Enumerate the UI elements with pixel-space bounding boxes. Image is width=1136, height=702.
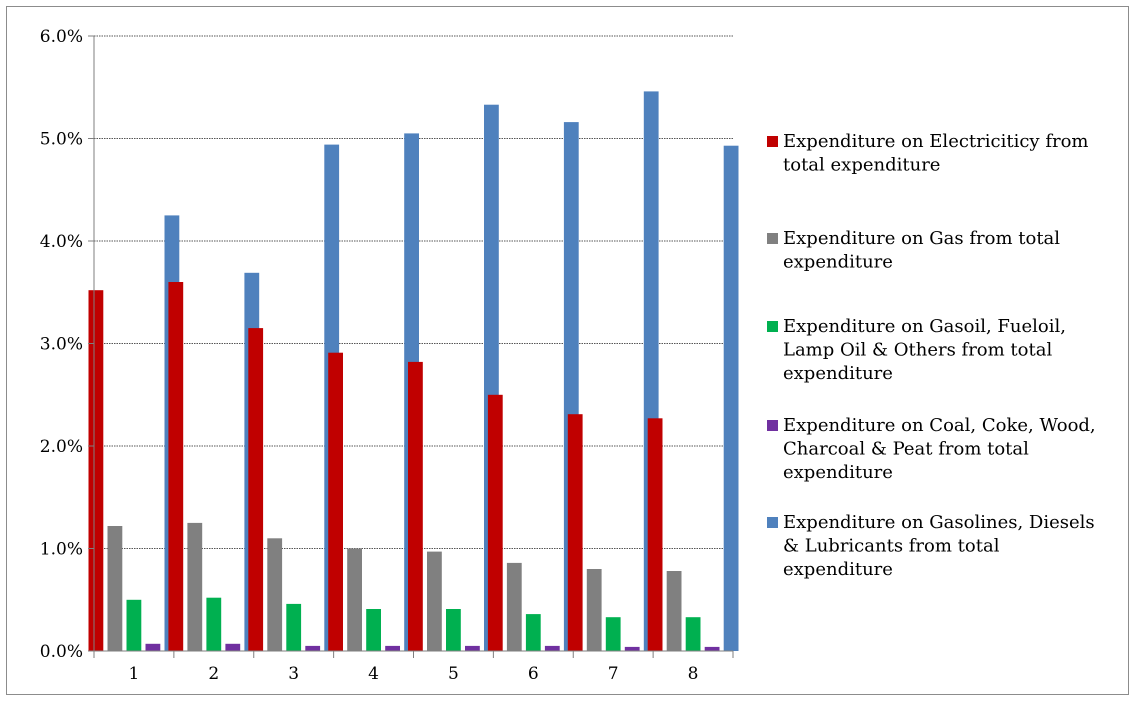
bar bbox=[685, 617, 701, 651]
bar bbox=[704, 646, 720, 651]
legend-label: total expenditure bbox=[783, 155, 940, 176]
bar bbox=[347, 548, 362, 651]
bar bbox=[446, 609, 461, 651]
legend-label: Lamp Oil & Others from total bbox=[783, 340, 1052, 361]
legend-label: Expenditure on Electriciticy from bbox=[783, 131, 1089, 152]
x-tick-label: 8 bbox=[688, 664, 699, 684]
bar bbox=[267, 538, 283, 652]
bar bbox=[206, 597, 222, 651]
axes bbox=[88, 35, 734, 658]
bar bbox=[126, 599, 142, 652]
bar bbox=[605, 617, 621, 651]
bar bbox=[286, 603, 302, 651]
legend-item: Expenditure on Gasoil, Fueloil, Lamp Oil … bbox=[767, 316, 1066, 384]
legend-item: Expenditure on Gasolines, Diesels & Lubri… bbox=[767, 512, 1095, 580]
legend-swatch bbox=[767, 321, 778, 332]
bar bbox=[225, 643, 241, 651]
y-tick-label: 1.0% bbox=[40, 540, 83, 560]
legend-swatch bbox=[767, 517, 778, 528]
bar bbox=[647, 418, 663, 651]
bar bbox=[408, 361, 423, 651]
bar bbox=[544, 645, 560, 651]
legend-label: & Lubricants from total bbox=[783, 536, 1000, 557]
y-tick-labels: 0.0% 1.0% 2.0% 3.0% 4.0% 5.0% 6.0% bbox=[40, 27, 83, 662]
bars bbox=[88, 91, 739, 652]
y-tick-label: 6.0% bbox=[40, 27, 83, 47]
legend-label: expenditure bbox=[783, 252, 893, 273]
x-tick-label: 1 bbox=[129, 664, 140, 684]
bar bbox=[487, 394, 503, 652]
legend-item: Expenditure on Electriciticy from total e… bbox=[767, 131, 1089, 176]
bar bbox=[305, 645, 321, 651]
legend-label: Expenditure on Coal, Coke, Wood, bbox=[783, 415, 1096, 436]
legend-label: Expenditure on Gas from total bbox=[783, 228, 1060, 249]
x-tick-label: 7 bbox=[608, 664, 619, 684]
legend-swatch bbox=[767, 420, 778, 431]
x-tick-label: 4 bbox=[368, 664, 379, 684]
x-tick-label: 5 bbox=[448, 664, 459, 684]
legend-swatch bbox=[767, 233, 778, 244]
y-tick-label: 3.0% bbox=[40, 335, 83, 355]
y-tick-label: 0.0% bbox=[40, 642, 83, 662]
bar bbox=[427, 551, 442, 651]
bar bbox=[723, 145, 739, 651]
bar bbox=[666, 571, 682, 651]
x-tick-label: 6 bbox=[528, 664, 539, 684]
y-tick-label: 2.0% bbox=[40, 437, 83, 457]
x-tick-label: 2 bbox=[208, 664, 219, 684]
legend-label: expenditure bbox=[783, 559, 893, 580]
bar bbox=[248, 328, 264, 651]
bar bbox=[187, 522, 203, 651]
legend: Expenditure on Electriciticy from total e… bbox=[767, 131, 1096, 580]
bar bbox=[328, 352, 343, 651]
bar bbox=[385, 645, 400, 651]
legend-item: Expenditure on Gas from total expenditure bbox=[767, 228, 1060, 273]
bar bbox=[506, 562, 522, 651]
legend-label: Expenditure on Gasoil, Fueloil, bbox=[783, 316, 1066, 337]
bar bbox=[465, 645, 480, 651]
legend-label: expenditure bbox=[783, 462, 893, 483]
bar bbox=[107, 526, 123, 651]
bar bbox=[366, 609, 381, 651]
bar bbox=[88, 290, 104, 651]
y-tick-label: 5.0% bbox=[40, 130, 83, 150]
legend-item: Expenditure on Coal, Coke, Wood, Charcoal… bbox=[767, 415, 1096, 483]
x-tick-labels: 1 2 3 4 5 6 7 8 bbox=[129, 664, 699, 684]
y-tick-label: 4.0% bbox=[40, 232, 83, 252]
bar bbox=[525, 614, 541, 651]
legend-label: Expenditure on Gasolines, Diesels bbox=[783, 512, 1095, 533]
x-tick-label: 3 bbox=[288, 664, 299, 684]
legend-label: expenditure bbox=[783, 363, 893, 384]
bar bbox=[168, 282, 184, 651]
legend-label: Charcoal & Peat from total bbox=[783, 439, 1029, 460]
bar bbox=[145, 643, 161, 651]
bar bbox=[586, 569, 602, 651]
bar bbox=[624, 646, 640, 651]
legend-swatch bbox=[767, 136, 778, 147]
bar bbox=[567, 414, 583, 651]
